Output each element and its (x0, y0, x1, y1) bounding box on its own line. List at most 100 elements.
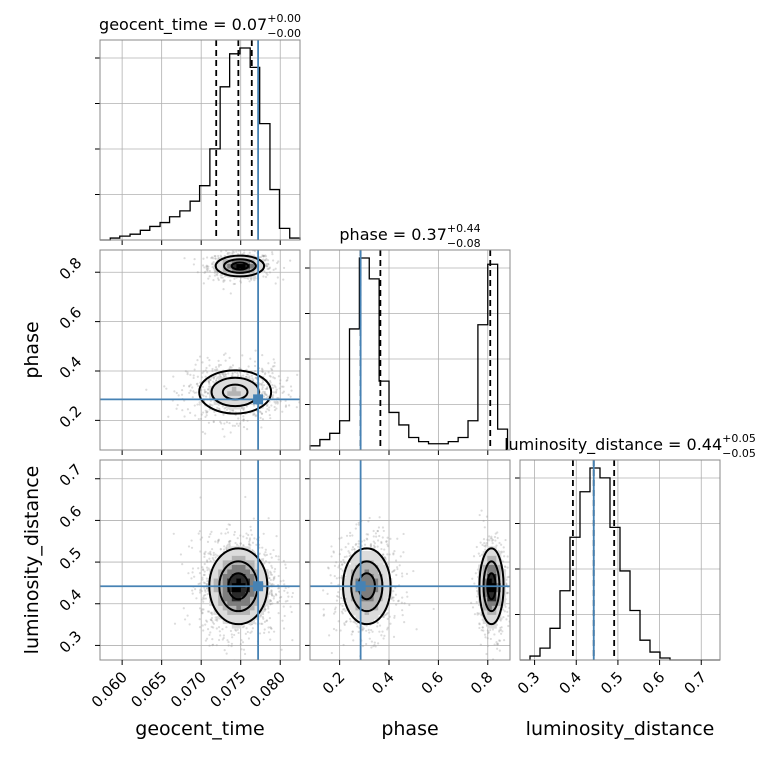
sample-point (216, 277, 220, 280)
sample-point (347, 550, 350, 553)
density-cell (236, 582, 242, 588)
sample-point (196, 271, 199, 274)
density-cell (341, 582, 347, 588)
sample-point (172, 375, 175, 378)
sample-point (282, 278, 285, 281)
sample-point (500, 626, 503, 629)
sample-point (336, 594, 339, 598)
sample-point (282, 390, 285, 393)
sample-point (369, 544, 373, 547)
sample-point (369, 544, 372, 547)
density-cell (373, 587, 379, 593)
sample-point (269, 379, 272, 383)
sample-point (279, 379, 282, 382)
x-axis-label-phase: phase (381, 718, 438, 740)
sample-point (204, 270, 207, 273)
sample-point (486, 538, 489, 541)
sample-point (214, 254, 217, 258)
sample-point (273, 400, 276, 404)
density-cell (218, 381, 224, 387)
density-cell (369, 610, 375, 615)
sample-point (381, 526, 385, 529)
sample-point (269, 603, 272, 606)
sample-point (383, 548, 386, 551)
sample-point (269, 570, 272, 573)
sample-point (188, 384, 191, 388)
sample-point (265, 553, 269, 556)
sample-point (269, 417, 272, 420)
sample-point (193, 258, 196, 261)
sample-point (202, 257, 205, 260)
sample-point (363, 543, 367, 546)
sample-point (267, 263, 270, 266)
density-cell (355, 560, 361, 565)
density-cell (364, 605, 370, 611)
density-cell (240, 605, 246, 611)
sample-point (191, 386, 194, 389)
sample-point (282, 605, 285, 608)
sample-point (382, 615, 386, 619)
sample-point (203, 586, 206, 589)
density-cell (222, 268, 228, 274)
density-cell (254, 614, 260, 620)
density-cell (491, 619, 497, 625)
hist-panel-geocent-time (99, 39, 301, 241)
sample-point (188, 385, 191, 388)
sample-point (223, 548, 226, 551)
density-cell (259, 600, 265, 606)
sample-point (282, 627, 286, 630)
density-cell (240, 263, 246, 269)
sample-point (198, 618, 201, 621)
x-tick-label: 0.4 (368, 668, 398, 698)
sample-point (222, 279, 225, 282)
sample-point (214, 414, 217, 417)
sample-point (498, 639, 501, 642)
sample-point (206, 569, 209, 572)
sample-point (230, 645, 233, 648)
sample-point (333, 608, 337, 611)
density-cell (364, 569, 370, 575)
sample-point (350, 633, 353, 636)
sample-point (485, 652, 488, 656)
sample-point (272, 259, 275, 262)
x-tick-label: 0.065 (127, 668, 170, 711)
sample-point (217, 407, 221, 410)
density-cell (369, 614, 375, 620)
sample-point (176, 403, 179, 407)
sample-point (287, 595, 290, 598)
sample-point (191, 567, 195, 570)
sample-point (381, 630, 384, 633)
sample-point (337, 595, 340, 599)
sample-point (206, 269, 209, 273)
sample-point (205, 264, 208, 267)
sample-point (355, 523, 358, 526)
sample-point (242, 415, 245, 418)
sample-point (273, 384, 276, 387)
sample-point (183, 618, 187, 621)
sample-point (332, 627, 336, 631)
sample-point (265, 387, 269, 390)
sample-point (214, 366, 218, 369)
density-cell (231, 254, 237, 260)
density-cell (227, 614, 233, 620)
density-cell (364, 614, 370, 620)
sample-point (270, 367, 273, 370)
sample-point (343, 622, 346, 625)
density-cell (218, 560, 224, 565)
density-cell (360, 578, 365, 584)
sample-point (348, 534, 352, 537)
sample-point (225, 546, 228, 549)
density-cell (360, 614, 365, 620)
density-cell (236, 268, 242, 274)
density-cell (231, 555, 237, 561)
sample-point (490, 535, 493, 538)
sample-point (281, 619, 284, 622)
sample-point (340, 610, 344, 613)
sample-point (268, 582, 272, 585)
sample-point (211, 557, 214, 560)
sample-point (233, 633, 236, 637)
sample-point (211, 263, 214, 266)
sample-point (202, 596, 205, 599)
sample-point (392, 596, 395, 599)
sample-point (208, 380, 211, 384)
